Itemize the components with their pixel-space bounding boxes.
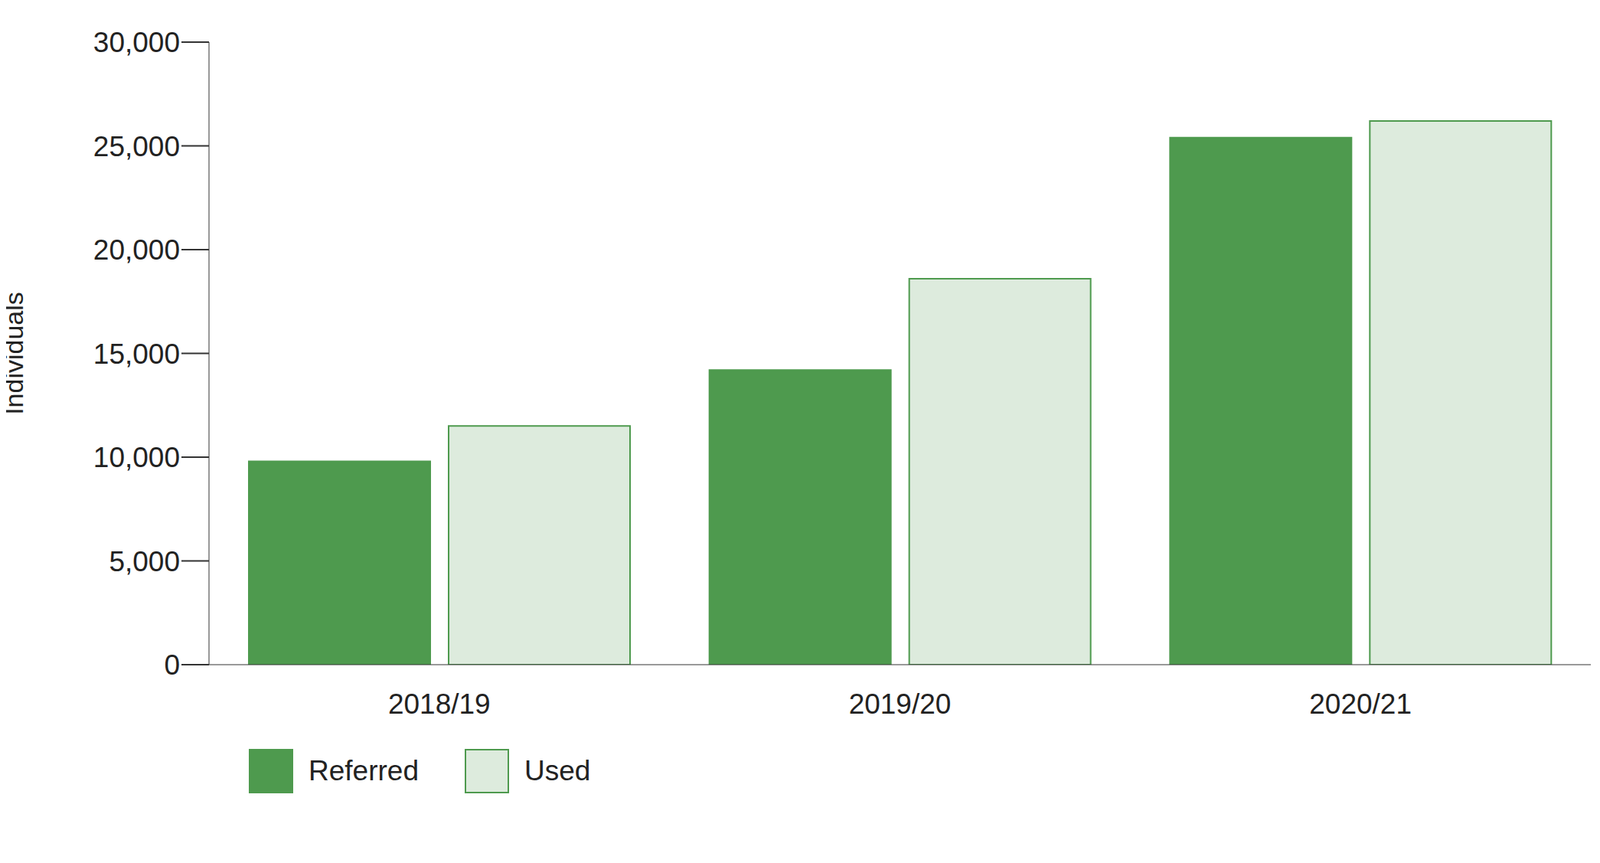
html-text:Used: Used xyxy=(524,754,591,787)
svg-text:30,000: 30,000 xyxy=(93,26,180,59)
svg-text:5,000: 5,000 xyxy=(108,545,180,578)
svg-text:15,000: 15,000 xyxy=(93,338,180,370)
svg-text:Individuals: Individuals xyxy=(6,291,29,415)
svg-text:0: 0 xyxy=(163,649,180,681)
svg-text:2020/21: 2020/21 xyxy=(1309,688,1412,720)
svg-text:20,000: 20,000 xyxy=(93,234,180,266)
svg-text:10,000: 10,000 xyxy=(93,441,180,474)
svg-text:2018/19: 2018/19 xyxy=(388,688,491,720)
svg-text:25,000: 25,000 xyxy=(93,130,180,163)
html-text:Referred: Referred xyxy=(308,754,419,787)
svg-text:2019/20: 2019/20 xyxy=(848,688,952,720)
